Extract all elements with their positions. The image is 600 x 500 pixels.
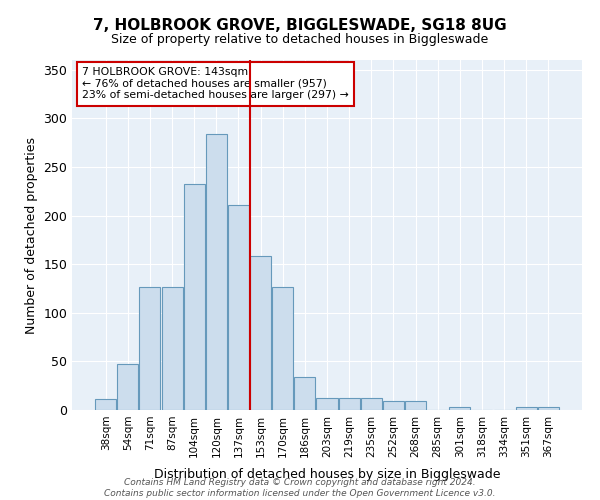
Bar (538, 407, 559, 410)
Bar (228, 205, 249, 410)
Bar (206, 134, 227, 410)
Bar (383, 401, 404, 410)
Bar (250, 256, 271, 410)
Bar (139, 286, 160, 410)
Bar (118, 364, 139, 410)
Text: Size of property relative to detached houses in Biggleswade: Size of property relative to detached ho… (112, 32, 488, 46)
Bar (95, 400, 116, 410)
Text: 7, HOLBROOK GROVE, BIGGLESWADE, SG18 8UG: 7, HOLBROOK GROVE, BIGGLESWADE, SG18 8UG (93, 18, 507, 32)
Bar (184, 184, 205, 410)
Bar (272, 286, 293, 410)
Text: 7 HOLBROOK GROVE: 143sqm
← 76% of detached houses are smaller (957)
23% of semi-: 7 HOLBROOK GROVE: 143sqm ← 76% of detach… (82, 67, 349, 100)
Bar (161, 286, 182, 410)
Y-axis label: Number of detached properties: Number of detached properties (25, 136, 38, 334)
Bar (405, 401, 426, 410)
Bar (295, 377, 316, 410)
Bar (316, 398, 338, 410)
X-axis label: Distribution of detached houses by size in Biggleswade: Distribution of detached houses by size … (154, 468, 500, 481)
Bar (515, 407, 536, 410)
Bar (338, 398, 359, 410)
Text: Contains HM Land Registry data © Crown copyright and database right 2024.
Contai: Contains HM Land Registry data © Crown c… (104, 478, 496, 498)
Bar (449, 407, 470, 410)
Bar (361, 398, 382, 410)
